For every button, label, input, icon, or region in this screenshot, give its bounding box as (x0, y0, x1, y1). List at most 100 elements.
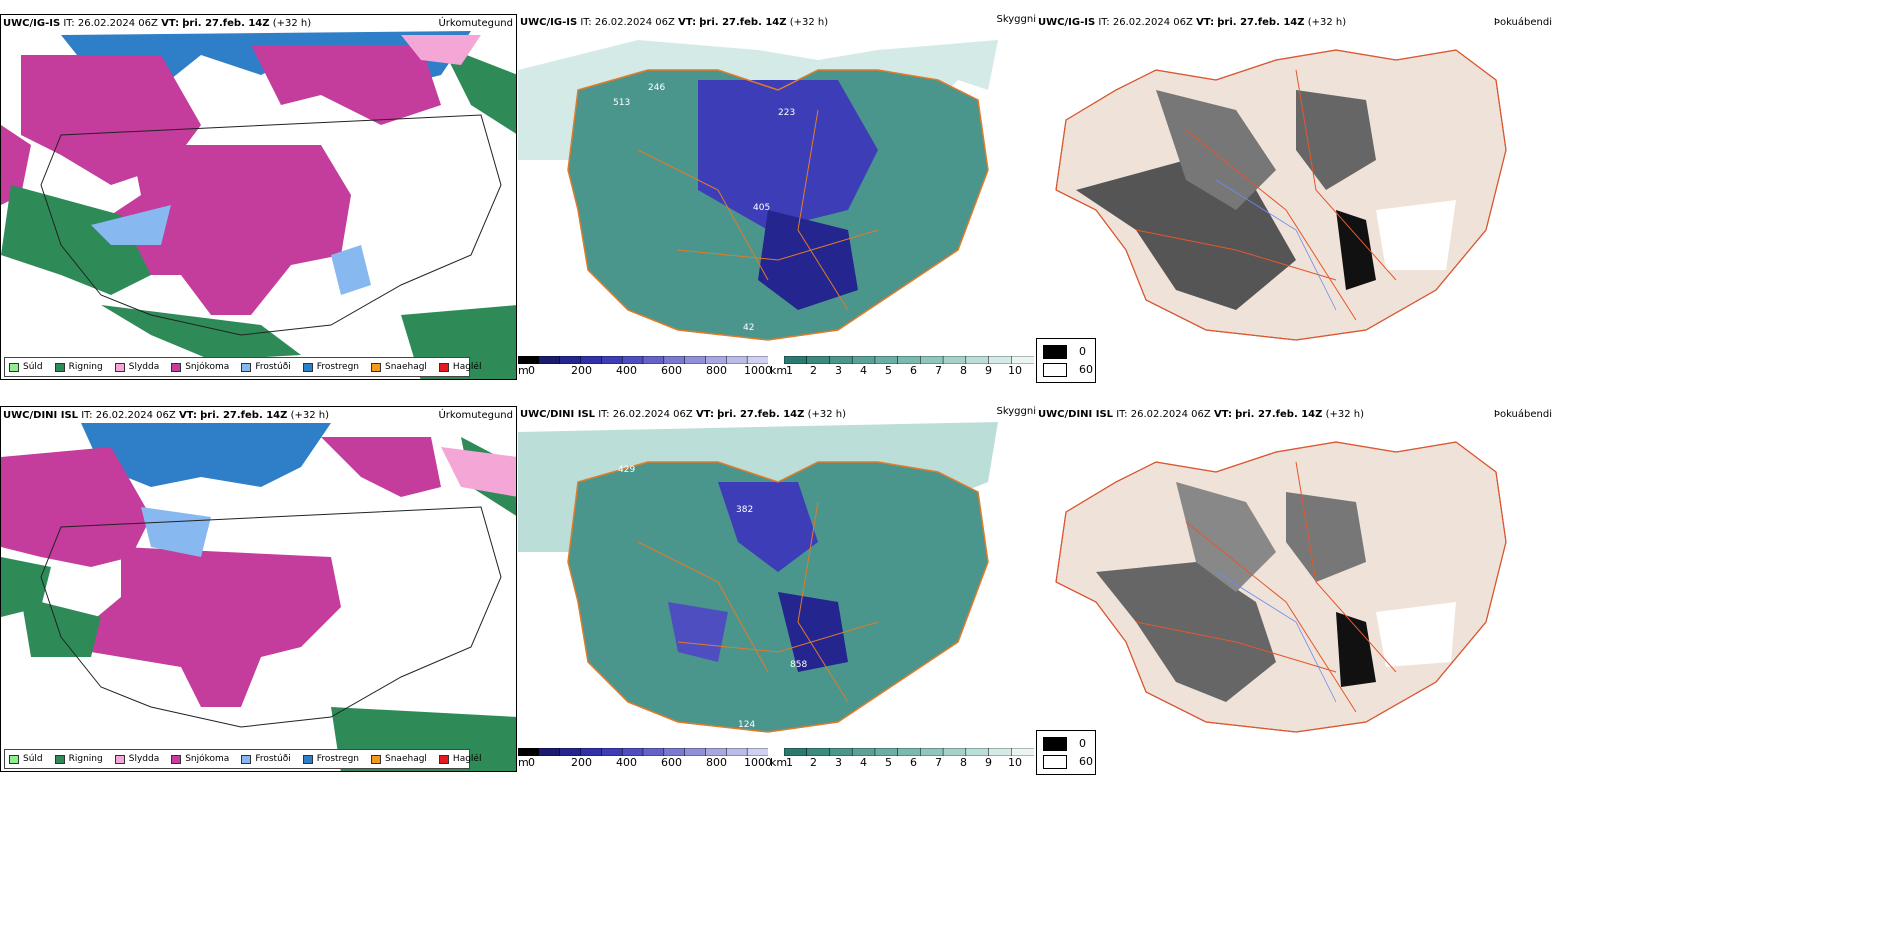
visibility-m-tick: 0 (528, 756, 535, 769)
colorbar-segment (518, 748, 540, 756)
visibility-m-tick: 400 (616, 364, 637, 377)
visibility-km-colorbar (784, 356, 1034, 364)
visibility-map: 429 382 858 124 (518, 422, 998, 733)
colorbar-segment (851, 748, 876, 756)
legend-item-rigning: Rigning (54, 754, 103, 764)
visibility-km-tick: 2 (810, 756, 817, 769)
precip-type-map (1, 31, 516, 379)
legend-item-rigning: Rigning (54, 362, 103, 372)
visibility-km-tick: 4 (860, 364, 867, 377)
visibility-km-unit: km (770, 756, 788, 769)
colorbar-segment (746, 356, 768, 364)
fog-swatch-max (1043, 737, 1067, 751)
visibility-m-tick: 800 (706, 364, 727, 377)
fog-swatch-max (1043, 345, 1067, 359)
visibility-value-label: 429 (618, 465, 635, 475)
visibility-km-tick: 6 (910, 364, 917, 377)
fog-label-min: 60 (1079, 363, 1093, 376)
panel-title: Úrkomutegund (438, 410, 513, 421)
visibility-km-tick: 8 (960, 756, 967, 769)
fog-label-min: 60 (1079, 755, 1093, 768)
visibility-value-label: 246 (648, 83, 665, 93)
legend-item-snaehagl: Snaehagl (371, 362, 427, 372)
colorbar-segment (829, 356, 853, 364)
fog-legend-bottom: 0 60 (1036, 730, 1096, 775)
colorbar-segment (942, 748, 967, 756)
precip-type-panel-top: UWC/IG-IS IT: 26.02.2024 06Z VT: þri. 27… (0, 14, 517, 380)
colorbar-segment (705, 356, 728, 364)
visibility-km-tick: 1 (786, 364, 793, 377)
panel-title: Þokuábendi (1493, 17, 1552, 28)
fog-label-max: 0 (1079, 345, 1086, 358)
visibility-km-tick: 3 (835, 756, 842, 769)
visibility-km-tick: 6 (910, 756, 917, 769)
panel-header: UWC/IG-IS IT: 26.02.2024 06Z VT: þri. 27… (520, 17, 829, 28)
visibility-km-tick: 8 (960, 364, 967, 377)
panel-title: Þokuábendi (1493, 409, 1552, 420)
colorbar-segment (726, 356, 748, 364)
visibility-value-label: 513 (613, 98, 630, 108)
visibility-m-tick: 1000 (744, 756, 772, 769)
visibility-m-tick: 800 (706, 756, 727, 769)
visibility-m-tick: 600 (661, 756, 682, 769)
colorbar-segment (642, 356, 665, 364)
visibility-km-tick: 7 (935, 756, 942, 769)
visibility-m-tick: 400 (616, 756, 637, 769)
colorbar-segment (784, 748, 808, 756)
visibility-m-unit: m (518, 756, 529, 769)
colorbar-segment (559, 356, 582, 364)
colorbar-segment (580, 748, 603, 756)
panel-header: UWC/IG-IS IT: 26.02.2024 06Z VT: þri. 27… (3, 18, 312, 29)
colorbar-segment (601, 356, 623, 364)
colorbar-segment (897, 356, 922, 364)
colorbar-segment (988, 356, 1013, 364)
visibility-panel-bottom: UWC/DINI ISL IT: 26.02.2024 06Z VT: þri.… (518, 406, 1036, 772)
colorbar-segment (1011, 356, 1034, 364)
visibility-value-label: 42 (743, 323, 754, 333)
colorbar-segment (806, 356, 831, 364)
fog-panel-bottom: UWC/DINI ISL IT: 26.02.2024 06Z VT: þri.… (1036, 406, 1556, 772)
colorbar-segment (806, 748, 831, 756)
colorbar-segment (1011, 748, 1034, 756)
panel-title: Skyggni (996, 14, 1036, 25)
fog-panel-top: UWC/IG-IS IT: 26.02.2024 06Z VT: þri. 27… (1036, 14, 1556, 380)
legend-item-sud: Súld (9, 362, 43, 372)
visibility-km-tick: 2 (810, 364, 817, 377)
colorbar-segment (663, 748, 686, 756)
visibility-m-tick: 0 (528, 364, 535, 377)
visibility-km-tick: 1 (786, 756, 793, 769)
colorbar-segment (621, 356, 644, 364)
fog-legend-top: 0 60 (1036, 338, 1096, 383)
visibility-km-tick: 9 (985, 756, 992, 769)
colorbar-segment (920, 356, 944, 364)
visibility-km-tick: 10 (1008, 756, 1022, 769)
precip-legend: Súld Rigning Slydda Snjókoma Frostúði Fr… (4, 749, 481, 769)
visibility-m-tick: 600 (661, 364, 682, 377)
fog-map (1055, 49, 1507, 341)
colorbar-segment (621, 748, 644, 756)
panel-header: UWC/DINI ISL IT: 26.02.2024 06Z VT: þri.… (3, 410, 330, 421)
panel-title: Úrkomutegund (438, 18, 513, 29)
visibility-m-colorbar (518, 356, 768, 364)
fog-swatch-min (1043, 363, 1067, 377)
visibility-m-colorbar (518, 748, 768, 756)
visibility-km-colorbar (784, 748, 1034, 756)
visibility-km-tick: 5 (885, 364, 892, 377)
visibility-panel-top: UWC/IG-IS IT: 26.02.2024 06Z VT: þri. 27… (518, 14, 1036, 380)
visibility-km-tick: 9 (985, 364, 992, 377)
visibility-km-tick: 5 (885, 756, 892, 769)
visibility-value-label: 124 (738, 720, 755, 730)
colorbar-segment (988, 748, 1013, 756)
colorbar-segment (746, 748, 768, 756)
panel-header: UWC/IG-IS IT: 26.02.2024 06Z VT: þri. 27… (1038, 17, 1347, 28)
legend-item-snaehagl: Snaehagl (371, 754, 427, 764)
legend-item-frostudi: Frostúði (241, 362, 291, 372)
precip-legend: Súld Rigning Slydda Snjókoma Frostúði Fr… (4, 357, 481, 377)
visibility-value-label: 405 (753, 203, 770, 213)
legend-item-haglel: Haglél (438, 754, 481, 764)
legend-item-frostudi: Frostúði (241, 754, 291, 764)
colorbar-segment (684, 356, 707, 364)
legend-item-haglel: Haglél (438, 362, 481, 372)
visibility-km-tick: 3 (835, 364, 842, 377)
colorbar-segment (601, 748, 623, 756)
